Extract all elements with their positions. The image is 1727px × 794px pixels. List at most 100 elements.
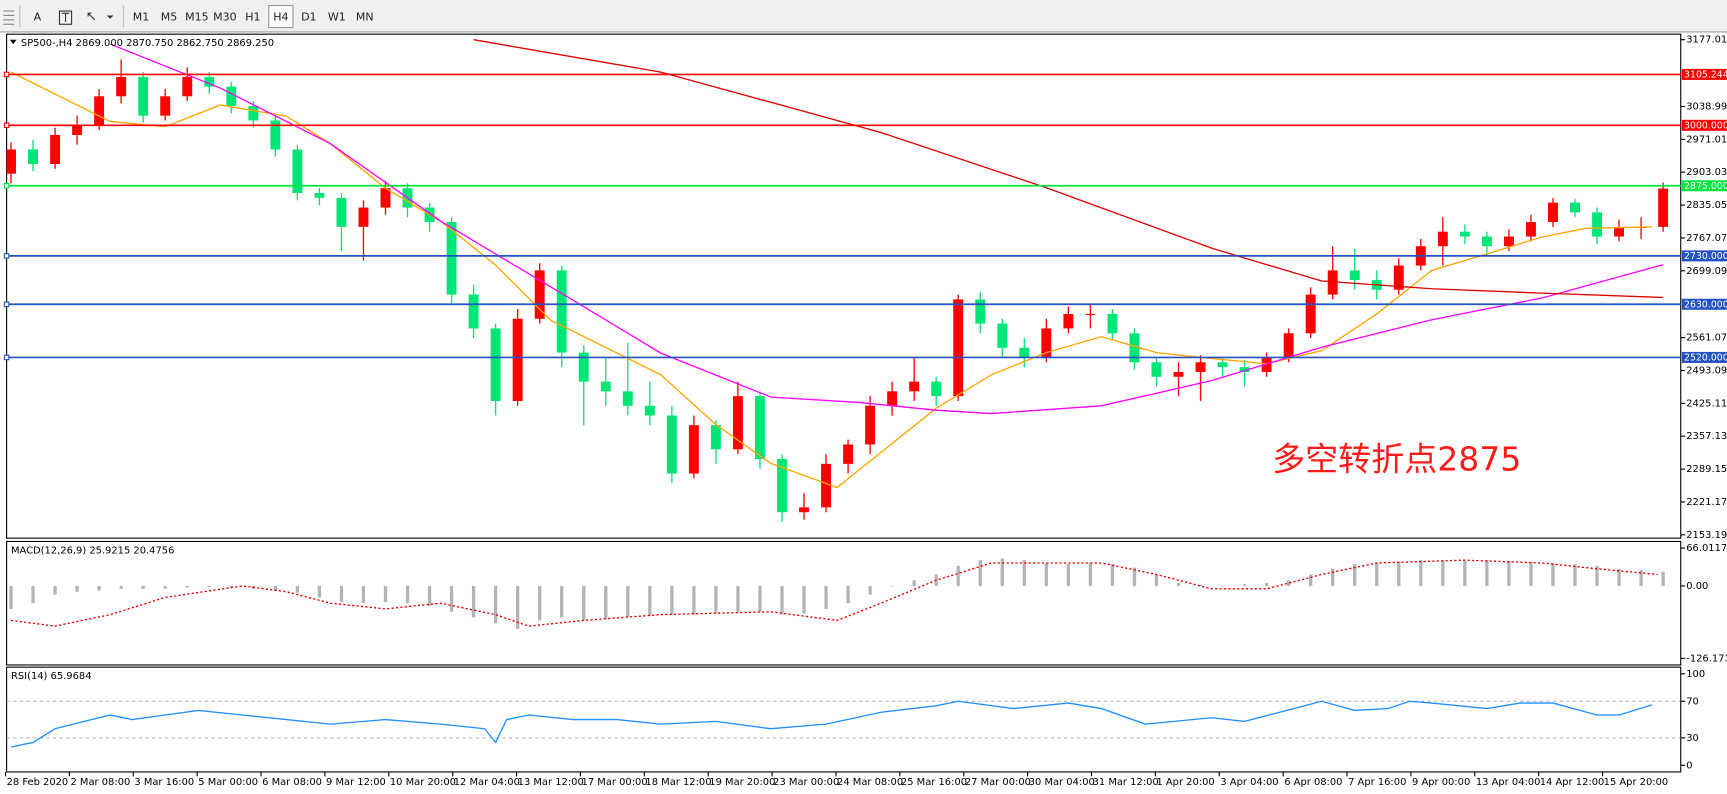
candle-body xyxy=(1305,294,1316,334)
macd-bar xyxy=(1220,585,1225,587)
candle-body xyxy=(534,270,545,319)
level-label-box xyxy=(1681,351,1727,363)
macd-bar xyxy=(802,585,806,614)
x-tick-label: 13 Mar 12:00 xyxy=(518,777,584,788)
title-marker xyxy=(9,39,17,45)
macd-bar xyxy=(868,585,872,595)
level-label: 2520.000 xyxy=(1684,352,1727,363)
x-tick-label: 27 Mar 00:00 xyxy=(965,777,1031,788)
timeframe-button[interactable]: W1 xyxy=(328,11,346,24)
candle-body xyxy=(116,76,127,97)
candle-body xyxy=(1393,265,1404,290)
candle-body xyxy=(710,425,721,450)
candle-body xyxy=(843,444,854,464)
x-tick-label: 28 Feb 2020 xyxy=(7,777,69,788)
candle-body xyxy=(1085,313,1096,316)
candle-body xyxy=(490,328,501,401)
level-label: 3000.000 xyxy=(1684,120,1727,131)
macd-bar xyxy=(273,585,278,591)
timeframe-button[interactable]: MN xyxy=(356,11,374,24)
macd-bar xyxy=(1507,560,1511,586)
candle-body xyxy=(1481,236,1492,247)
candle-body xyxy=(468,294,479,329)
macd-bar xyxy=(1529,561,1533,586)
level-label-box xyxy=(1681,68,1727,80)
x-tick-label: 9 Apr 00:00 xyxy=(1412,777,1470,788)
panel-title: SP500-,H4 2869.000 2870.750 2862.750 286… xyxy=(21,38,274,49)
candle-body xyxy=(1658,188,1669,227)
candle-body xyxy=(1437,231,1448,247)
candle-body xyxy=(777,459,787,513)
candle-body xyxy=(1283,333,1294,358)
macd-bar xyxy=(824,585,828,609)
y-tick-label: 2971.010 xyxy=(1686,134,1727,145)
macd-bar xyxy=(758,585,762,612)
macd-bar xyxy=(493,585,498,624)
timeframe-button[interactable]: H1 xyxy=(245,11,260,24)
macd-bar xyxy=(1309,574,1313,586)
timeframe-button[interactable]: M1 xyxy=(133,11,150,24)
macd-bar xyxy=(339,585,344,603)
x-tick-label: 13 Apr 04:00 xyxy=(1476,777,1541,788)
y-tick-label: 2425.110 xyxy=(1686,398,1727,409)
macd-bar xyxy=(1154,574,1159,586)
x-tick-label: 7 Apr 16:00 xyxy=(1348,777,1406,788)
macd-bar xyxy=(1198,584,1203,586)
candle-body xyxy=(1327,270,1338,295)
macd-bar xyxy=(890,585,894,587)
macd-bar xyxy=(692,585,696,615)
macd-bar xyxy=(714,585,718,614)
candle-body xyxy=(556,270,567,353)
candle-body xyxy=(578,352,589,382)
macd-bar xyxy=(31,585,35,604)
macd-bar xyxy=(582,585,586,621)
candle-body xyxy=(226,86,237,106)
candle-body xyxy=(204,76,215,87)
x-tick-label: 19 Mar 20:00 xyxy=(709,777,775,788)
x-tick-label: 31 Mar 12:00 xyxy=(1093,777,1159,788)
candle-body xyxy=(953,299,964,397)
timeframe-button[interactable]: H4 xyxy=(273,11,288,24)
candle-body xyxy=(931,381,942,397)
x-tick-label: 12 Mar 04:00 xyxy=(454,777,520,788)
macd-bar xyxy=(75,585,79,592)
candle-body xyxy=(997,323,1008,348)
tool-button[interactable]: A xyxy=(34,11,42,24)
x-tick-label: 9 Mar 12:00 xyxy=(326,777,386,788)
text-tool[interactable] xyxy=(58,10,73,25)
level-label: 3105.244 xyxy=(1684,69,1727,80)
macd-bar xyxy=(780,585,784,615)
y-tick-label: 2357.130 xyxy=(1686,431,1727,442)
candle-body xyxy=(336,197,347,227)
y-tick-label: 70 xyxy=(1686,696,1699,707)
candle-body xyxy=(160,96,171,116)
level-handle xyxy=(3,183,10,189)
candle-body xyxy=(909,381,920,392)
x-tick-label: 10 Mar 20:00 xyxy=(390,777,456,788)
candle-body xyxy=(138,76,149,116)
level-label-box xyxy=(1681,119,1727,131)
macd-bar xyxy=(648,585,652,616)
y-tick-label: 2221.170 xyxy=(1686,497,1727,508)
timeframe-button[interactable]: M5 xyxy=(161,11,178,24)
x-tick-label: 1 Apr 20:00 xyxy=(1156,777,1214,788)
timeframe-button[interactable]: M15 xyxy=(185,11,209,24)
candle-body xyxy=(6,149,16,174)
candle-body xyxy=(821,463,832,508)
macd-bar xyxy=(736,585,740,612)
timeframe-button[interactable]: M30 xyxy=(213,11,237,24)
macd-bar xyxy=(1573,564,1577,586)
level-label-box xyxy=(1681,250,1727,262)
arrow-tool[interactable] xyxy=(87,12,114,21)
timeframe-button[interactable]: D1 xyxy=(301,11,316,24)
x-tick-label: 5 Mar 00:00 xyxy=(198,777,258,788)
x-tick-label: 6 Mar 08:00 xyxy=(262,777,322,788)
plot-area xyxy=(6,700,1681,748)
candle-body xyxy=(248,105,259,121)
y-tick-label: 3177.010 xyxy=(1686,35,1727,46)
panel-frame xyxy=(6,666,1682,773)
macd-bar xyxy=(1132,567,1137,586)
toolbar-grip xyxy=(3,10,15,25)
candle-body xyxy=(1261,357,1272,372)
macd-bar xyxy=(1661,571,1665,586)
